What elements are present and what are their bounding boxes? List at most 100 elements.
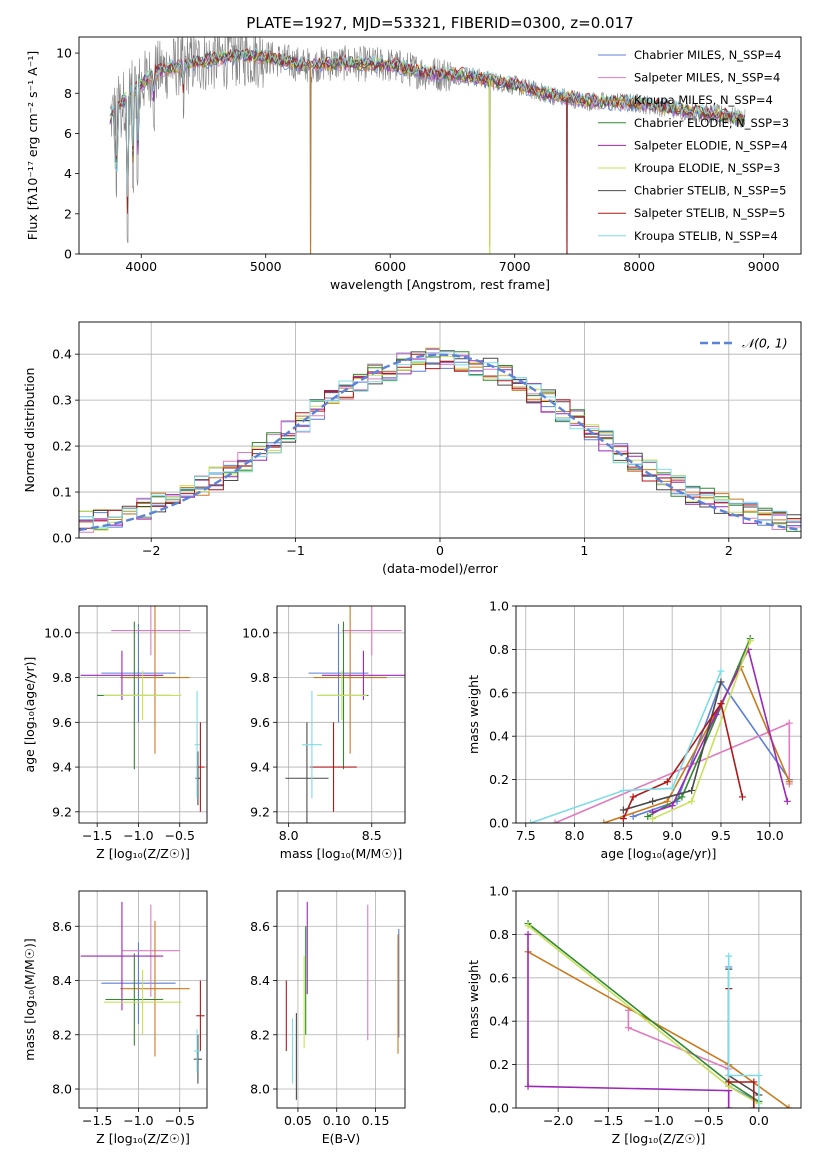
weight-marker	[717, 678, 725, 686]
legend-entry: Kroupa ELODIE, N_SSP=3	[634, 161, 780, 175]
errorbar-kroupa-stelib	[193, 1029, 201, 1073]
panel-age-vs-Z: −1.5 −1.0 −0.5 9.2 9.4 9.6 9.8 10.0 Z [log₁₀(Z/Z…	[22, 605, 208, 861]
x-tick-label: 8000	[623, 259, 655, 274]
panel-residuals: −2 −1 0 1 2 0.0 0.1 0.2 0.3 0.4 (data-model)/error…	[22, 321, 802, 576]
weight-marker	[717, 667, 725, 675]
errorbar-kroupa-stelib	[194, 691, 200, 799]
weight-marker	[678, 793, 686, 801]
plot-area	[80, 901, 205, 1084]
weight-marker	[755, 1071, 763, 1079]
weight-marker	[600, 819, 608, 823]
axes-frame	[78, 36, 802, 255]
errorbar-kroupa-stelib	[301, 691, 322, 799]
x-tick-label: 8.0	[565, 828, 585, 843]
plot-area	[527, 635, 793, 823]
weight-marker	[755, 1104, 763, 1108]
errorbar-salpeter-elodie	[80, 901, 164, 1011]
errorbar-chabrier-miles	[308, 623, 369, 723]
x-axis-label: age [log₁₀(age/yr)]	[601, 846, 717, 861]
x-tick-label: 8.5	[362, 828, 382, 843]
x-tick-label: 10.0	[756, 828, 784, 843]
weight-marker	[624, 1024, 632, 1032]
legend-entry: Chabrier MILES, N_SSP=4	[634, 48, 781, 62]
y-tick-label: 0.4	[52, 347, 72, 362]
x-tick-label: 9.0	[662, 828, 682, 843]
weight-marker	[785, 1104, 793, 1108]
errorbar-kroupa-miles	[313, 606, 387, 754]
x-tick-label: −2	[142, 543, 160, 558]
errorbar-kroupa-miles	[120, 606, 190, 754]
errorbar-salpeter-elodie	[80, 650, 164, 700]
weight-marker	[688, 786, 696, 794]
y-tick-label: 9.2	[52, 804, 72, 819]
errorbar-kroupa-elodie	[103, 969, 182, 1035]
weight-marker	[725, 1104, 733, 1108]
x-tick-label: 7.5	[516, 828, 536, 843]
histogram-kroupa-stelib	[79, 351, 801, 528]
weight-marker	[663, 778, 671, 786]
y-tick-label: 0.2	[489, 1057, 509, 1072]
errorbar-salpeter-elodie	[321, 650, 405, 700]
weight-marker	[649, 815, 657, 823]
errorbar-kroupa-miles	[120, 920, 190, 1057]
errorbar-salpeter-stelib	[196, 980, 205, 1052]
errorbar-salpeter-stelib	[310, 722, 357, 812]
y-tick-label: 0	[64, 247, 72, 262]
errorbar-salpeter-miles	[111, 606, 191, 656]
weight-marker	[644, 812, 652, 820]
x-tick-label: 4000	[125, 259, 157, 274]
y-tick-label: 1.0	[489, 599, 509, 614]
weight-marker	[524, 1082, 532, 1090]
y-tick-label: 10	[56, 46, 72, 61]
weight-marker	[785, 778, 793, 786]
legend-entry: Kroupa MILES, N_SSP=4	[634, 93, 773, 107]
figure-title: PLATE=1927, MJD=53321, FIBERID=0300, z=0…	[246, 14, 633, 32]
y-tick-label: 9.8	[250, 670, 270, 685]
y-tick-label: 0.0	[52, 531, 72, 546]
weight-marker	[783, 797, 791, 805]
panel-mass-vs-Z: −1.5 −1.0 −0.5 8.0 8.2 8.4 8.6 Z [log₁₀(Z/Z☉)] m…	[22, 890, 208, 1146]
panel-mass-weight-vs-Z: −2.0 −1.5 −1.0 −0.5 0.0 0.0 0.2 0.4 0.6 0.8 1.0 Z […	[466, 884, 802, 1146]
y-tick-label: 0.0	[489, 816, 509, 831]
x-axis-label: Z [log₁₀(Z/Z☉)]	[96, 846, 190, 861]
y-axis-label: mass weight	[466, 960, 481, 1039]
legend-entry: Salpeter MILES, N_SSP=4	[634, 71, 780, 85]
x-tick-label: −0.5	[165, 828, 195, 843]
x-axis-label: E(B-V)	[322, 1131, 361, 1146]
panel-mass-vs-ebv: 0.05 0.10 0.15 8.0 8.2 8.4 8.6 E(B-V)	[250, 890, 406, 1146]
y-tick-label: 0.2	[489, 772, 509, 787]
x-axis-label: Z [log₁₀(Z/Z☉)]	[96, 1131, 190, 1146]
x-tick-label: 0.0	[749, 1113, 769, 1128]
panel-age-vs-mass: 8.0 8.5 9.2 9.4 9.6 9.8 10.0 mass [log₁₀(M/M☉)]	[242, 605, 406, 861]
weight-marker	[738, 793, 746, 801]
x-tick-label: 6000	[374, 259, 406, 274]
x-axis-label: Z [log₁₀(Z/Z☉)]	[612, 1131, 706, 1146]
weight-marker	[524, 930, 532, 938]
y-tick-label: 0.6	[489, 970, 509, 985]
axes-frame	[515, 605, 802, 824]
x-axis-label: wavelength [Angstrom, rest frame]	[330, 277, 550, 292]
plot-area	[109, 37, 746, 254]
weight-marker	[688, 797, 696, 805]
x-tick-label: −1.0	[643, 1113, 673, 1128]
y-tick-label: 8.4	[250, 973, 270, 988]
errorbar-chabrier-elodie	[105, 953, 164, 1046]
y-tick-label: 1.0	[489, 884, 509, 899]
axes-frame	[515, 890, 802, 1109]
y-axis-label: age [log₁₀(age/yr)]	[22, 657, 37, 773]
weight-marker	[746, 637, 754, 645]
weight-marker	[551, 819, 559, 823]
y-axis-label: mass [log₁₀(M/M☉)]	[22, 938, 37, 1060]
weight-marker	[619, 815, 627, 823]
x-tick-label: −1.5	[82, 828, 112, 843]
errorbar-salpeter-miles	[121, 904, 180, 997]
weight-marker	[649, 797, 657, 805]
weight-marker	[725, 1071, 733, 1079]
plot-area	[285, 606, 405, 823]
x-tick-label: 0.10	[323, 1113, 351, 1128]
y-tick-label: 8.0	[52, 1082, 72, 1097]
weight-marker	[629, 793, 637, 801]
y-tick-label: 10.0	[44, 625, 72, 640]
weight-marker	[629, 812, 637, 820]
y-tick-label: 0.0	[489, 1101, 509, 1116]
